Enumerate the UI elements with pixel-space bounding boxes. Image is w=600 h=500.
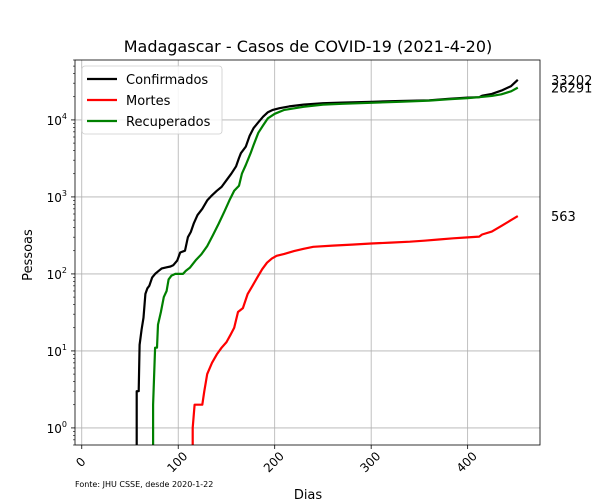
legend-entry-mortes: Mortes [126,94,171,109]
series-line-recuperados [152,86,519,445]
series-line-mortes [191,215,519,445]
legend-entry-recuperados: Recuperados [126,115,211,130]
legend-entry-confirmados: Confirmados [126,73,208,88]
y-tick-label: 102 [47,266,67,282]
y-tick-label: 103 [47,189,67,205]
final-value-labels: 33202 563 26291 [551,74,592,225]
x-tick-label: 300 [357,449,383,475]
x-tick-label: 0 [73,455,88,470]
legend: Confirmados Mortes Recuperados [81,65,223,135]
series-layer [135,78,519,445]
x-tick-label: 400 [454,449,480,475]
plot-area-frame [74,59,541,446]
final-value-confirmados: 33202 [551,74,592,89]
y-axis-ticks: 100 101 102 103 104 [47,59,75,446]
y-tick-label: 101 [47,343,67,359]
final-value-recuperados: 26291 [551,82,592,97]
x-axis-ticks: 0 100 200 300 400 [73,445,480,475]
y-tick-label: 100 [47,420,67,436]
x-axis-label: Dias [294,488,323,500]
final-value-mortes: 563 [551,210,576,225]
source-note: Fonte: JHU CSSE, desde 2020-1-22 [75,480,213,489]
x-tick-label: 200 [261,449,287,475]
x-tick-label: 100 [164,449,190,475]
chart-title: Madagascar - Casos de COVID-19 (2021-4-2… [124,37,493,56]
legend-box [81,65,223,135]
y-tick-label: 104 [47,112,67,128]
y-axis-label: Pessoas [21,229,36,281]
